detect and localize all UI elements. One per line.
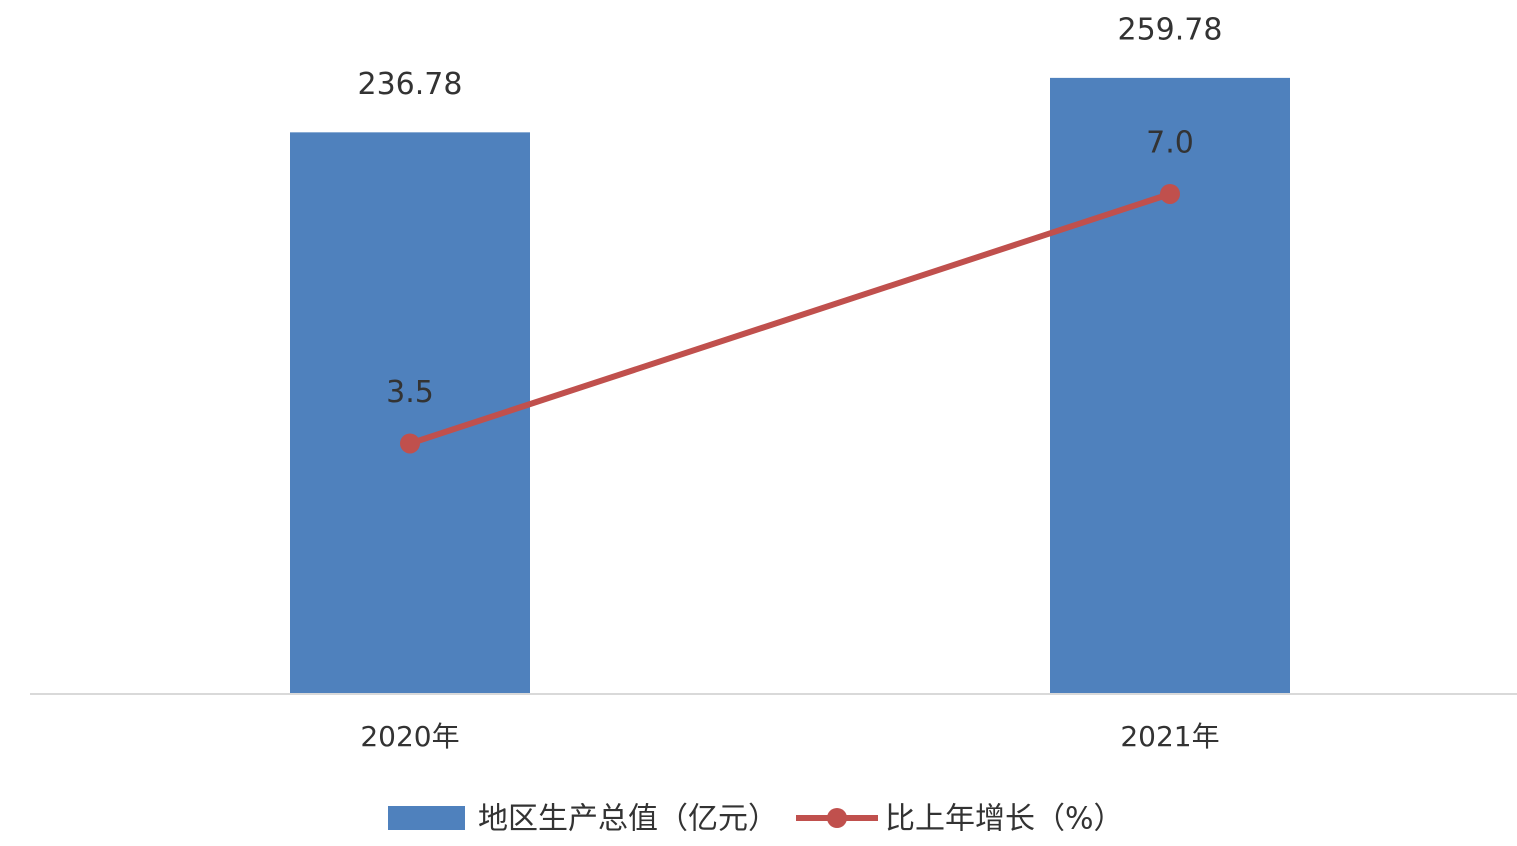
legend-swatch — [827, 808, 847, 828]
legend-label: 比上年增长（%） — [885, 802, 1124, 837]
line — [409, 191, 1171, 447]
line-point — [400, 433, 420, 454]
bar — [1050, 77, 1290, 694]
x-tick-label: 2020年 — [360, 720, 459, 753]
legend-label: 地区生产总值（亿元） — [478, 802, 778, 837]
x-tick-label: 2021年 — [1120, 720, 1219, 753]
data-label: 259.78 — [1118, 12, 1223, 47]
legend-swatch — [388, 806, 465, 830]
data-label: 236.78 — [358, 67, 463, 102]
bar — [290, 132, 530, 693]
data-label: 7.0 — [1146, 125, 1194, 160]
line-point — [1160, 183, 1180, 204]
data-label: 3.5 — [386, 375, 434, 410]
